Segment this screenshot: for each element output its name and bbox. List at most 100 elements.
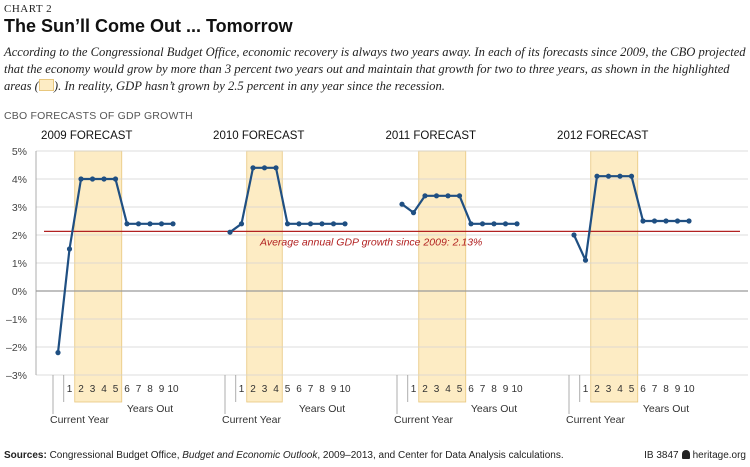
data-point — [112, 176, 119, 182]
x-tick-label: 5 — [285, 384, 291, 395]
x-tick-label: 8 — [147, 384, 153, 395]
x-tick-label: 10 — [167, 384, 179, 395]
x-tick-label: 6 — [296, 384, 302, 395]
chart-subtitle: According to the Congressional Budget Of… — [4, 44, 746, 95]
years-out-label: Years Out — [127, 403, 173, 415]
sources-text-1: Congressional Budget Office, — [46, 450, 183, 461]
data-point — [89, 176, 96, 182]
current-year-label: Current Year — [394, 414, 453, 424]
data-point — [479, 221, 486, 227]
x-tick-label: 3 — [262, 384, 268, 395]
data-point — [78, 176, 84, 182]
x-tick-label: 6 — [640, 384, 646, 395]
gdp-forecast-chart: 5% 4% 3% 2% 1% 0% –1% –2% –3% Average annual GDP … — [6, 130, 748, 424]
x-tick-label: 6 — [468, 384, 474, 395]
y-tick-label: 2% — [12, 230, 27, 242]
data-point — [456, 193, 463, 199]
years-out-label: Years Out — [299, 403, 345, 415]
data-point — [342, 221, 348, 227]
sources-label: Sources: — [4, 450, 47, 461]
bell-icon — [681, 450, 690, 459]
panel-title-3: 2011 FORECAST — [385, 130, 476, 142]
data-point — [445, 193, 451, 199]
data-point — [582, 257, 589, 263]
data-point — [491, 221, 497, 227]
y-tick-label: 3% — [12, 202, 27, 214]
years-out-label: Years Out — [643, 403, 689, 415]
sources-italic: Budget and Economic Outlook — [182, 450, 318, 461]
site-name: heritage.org — [692, 450, 746, 461]
panel-title-2: 2010 FORECAST — [213, 130, 304, 142]
chart-title: The Sun’ll Come Out ... Tomorrow — [4, 16, 293, 36]
data-point — [147, 221, 153, 227]
x-tick-label: 4 — [445, 384, 451, 395]
x-tick-label: 8 — [663, 384, 669, 395]
data-point — [319, 221, 325, 227]
x-tick-label: 6 — [124, 384, 130, 395]
x-tick-label: 5 — [457, 384, 463, 395]
current-year-label: Current Year — [50, 414, 109, 424]
panel-title-4: 2012 FORECAST — [557, 130, 648, 142]
data-point — [605, 173, 612, 179]
y-tick-label: 1% — [12, 258, 27, 270]
y-tick-label: –2% — [6, 342, 27, 354]
y-tick-label: 0% — [12, 286, 27, 298]
x-tick-label: 4 — [617, 384, 623, 395]
years-out-label: Years Out — [471, 403, 517, 415]
x-tick-label: 9 — [159, 384, 165, 395]
data-point — [514, 221, 520, 227]
x-tick-label: 1 — [239, 384, 245, 395]
x-tick-label: 1 — [583, 384, 589, 395]
subtitle-text-before: According to the Congressional Budget Of… — [4, 45, 746, 93]
data-point — [66, 246, 73, 252]
data-point — [284, 221, 291, 227]
data-point — [307, 221, 314, 227]
subtitle-text-after: ). In reality, GDP hasn’t grown by 2.5 p… — [53, 79, 445, 93]
x-tick-label: 9 — [331, 384, 337, 395]
highlight-legend-swatch — [38, 79, 54, 91]
data-point — [628, 173, 635, 179]
data-point — [410, 210, 417, 216]
section-label: CBO FORECASTS OF GDP GROWTH — [4, 110, 193, 122]
footer: Sources: Congressional Budget Office, Bu… — [4, 450, 746, 461]
data-point — [663, 218, 669, 224]
data-point — [651, 218, 658, 224]
data-point — [250, 165, 256, 171]
x-tick-label: 10 — [339, 384, 351, 395]
highlight-region-1 — [74, 150, 123, 403]
x-tick-label: 4 — [101, 384, 107, 395]
x-tick-label: 8 — [319, 384, 325, 395]
x-tick-label: 2 — [78, 384, 84, 395]
x-tick-label: 9 — [503, 384, 509, 395]
y-tick-label: –1% — [6, 314, 27, 326]
x-tick-label: 10 — [683, 384, 695, 395]
x-tick-label: 9 — [675, 384, 681, 395]
data-point — [158, 221, 165, 227]
x-tick-label: 5 — [113, 384, 119, 395]
x-tick-label: 3 — [434, 384, 440, 395]
data-point — [170, 221, 176, 227]
data-point — [227, 229, 233, 235]
data-point — [571, 232, 577, 238]
data-point — [238, 221, 245, 227]
x-tick-label: 7 — [480, 384, 486, 395]
highlight-region-3 — [418, 150, 467, 403]
x-tick-label: 3 — [90, 384, 96, 395]
data-point — [594, 173, 600, 179]
y-tick-label: 4% — [12, 174, 27, 186]
data-point — [399, 201, 405, 207]
data-point — [261, 165, 268, 171]
panel-title-1: 2009 FORECAST — [41, 130, 132, 142]
x-tick-label: 7 — [308, 384, 314, 395]
data-point — [296, 221, 302, 227]
x-tick-label: 10 — [511, 384, 523, 395]
data-point — [640, 218, 646, 224]
x-tick-label: 2 — [250, 384, 256, 395]
data-point — [422, 193, 428, 199]
x-tick-label: 7 — [136, 384, 142, 395]
average-growth-label: Average annual GDP growth since 2009: 2.… — [259, 236, 482, 248]
y-tick-label: –3% — [6, 370, 27, 382]
data-point — [330, 221, 337, 227]
highlight-region-4 — [590, 150, 639, 403]
x-tick-label: 3 — [606, 384, 612, 395]
